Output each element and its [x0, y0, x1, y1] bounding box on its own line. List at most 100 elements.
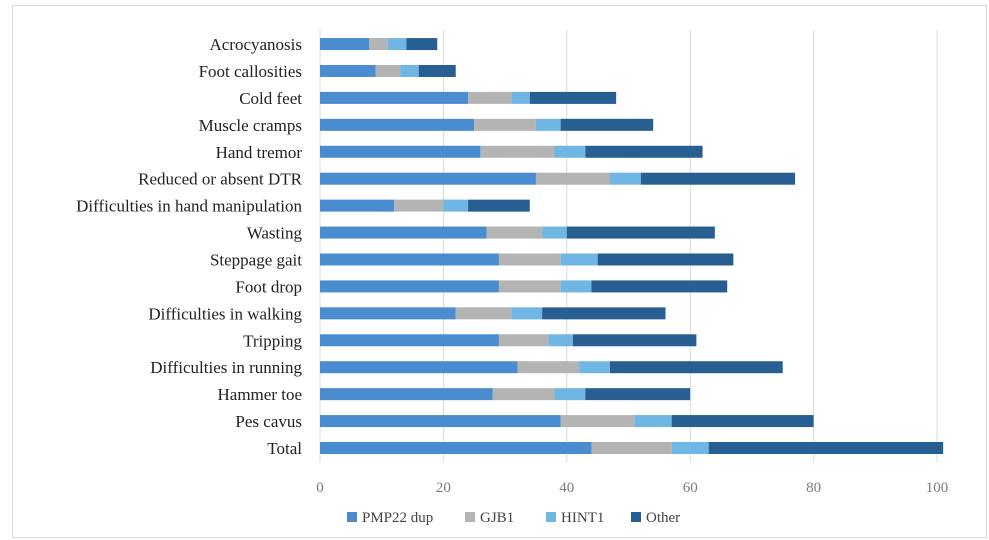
- bar-segment: [560, 280, 592, 293]
- category-label: Acrocyanosis: [209, 35, 302, 54]
- bar-segment: [498, 253, 561, 266]
- category-label: Difficulties in walking: [148, 304, 302, 323]
- x-tick-label: 80: [806, 480, 821, 496]
- bar-segment: [320, 64, 376, 77]
- bar-segment: [585, 388, 691, 401]
- bar-segment: [560, 118, 654, 131]
- bar-segment: [468, 91, 512, 104]
- x-tick-label: 40: [559, 480, 574, 496]
- category-label: Wasting: [247, 224, 303, 243]
- bar-segment: [375, 64, 401, 77]
- bar-segment: [320, 388, 493, 401]
- category-labels: Total Pes cavus Hammer toe Difficulties in …: [76, 35, 302, 458]
- category-label: Cold feet: [239, 89, 302, 108]
- bar-segment: [320, 145, 481, 158]
- bar-segment: [634, 415, 672, 428]
- legend-swatch: [546, 512, 556, 522]
- bar-segment: [320, 415, 561, 428]
- bar-segment: [468, 199, 530, 212]
- bars: [320, 38, 944, 454]
- bar-segment: [320, 307, 456, 320]
- category-label: Muscle cramps: [199, 116, 302, 135]
- bar-segment: [591, 442, 672, 454]
- bar-segment: [320, 361, 518, 374]
- category-label: Steppage gait: [210, 250, 302, 269]
- bar-segment: [369, 38, 388, 51]
- bar-segment: [542, 307, 666, 320]
- category-label: Difficulties in hand manipulation: [76, 197, 302, 216]
- bar-segment: [560, 415, 635, 428]
- bar-segment: [320, 253, 499, 266]
- bar-segment: [511, 91, 530, 104]
- bar-segment: [548, 334, 573, 347]
- bar-segment: [609, 172, 641, 185]
- bar-segment: [554, 145, 586, 158]
- category-label: Reduced or absent DTR: [138, 170, 302, 189]
- bar-segment: [455, 307, 512, 320]
- bar-segment: [418, 64, 456, 77]
- legend-swatch: [631, 512, 641, 522]
- bar-segment: [591, 280, 728, 293]
- bar-segment: [542, 226, 567, 239]
- category-label: Hand tremor: [216, 143, 303, 162]
- bar-segment: [480, 145, 555, 158]
- bar-segment: [474, 118, 536, 131]
- bar-segment: [320, 226, 487, 239]
- x-tick-label: 100: [926, 480, 949, 496]
- bar-segment: [585, 145, 703, 158]
- x-tick-label: 60: [683, 480, 698, 496]
- bar-segment: [320, 38, 370, 51]
- category-label: Foot callosities: [199, 62, 302, 81]
- bar-segment: [387, 38, 407, 51]
- bar-segment: [320, 280, 499, 293]
- x-tick-label: 0: [316, 480, 324, 496]
- category-label: Pes cavus: [235, 412, 302, 431]
- bar-segment: [554, 388, 586, 401]
- legend: PMP22 dup GJB1 HINT1 Other: [347, 510, 680, 526]
- bar-segment: [320, 118, 475, 131]
- legend-label: Other: [646, 510, 680, 526]
- bar-segment: [320, 442, 592, 454]
- x-tick-labels: 0 20 40 60 80 100: [316, 480, 948, 496]
- bar-segment: [671, 442, 709, 454]
- bar-segment: [579, 361, 610, 374]
- bar-segment: [640, 172, 796, 185]
- bar-segment: [511, 307, 543, 320]
- bar-segment: [486, 226, 543, 239]
- legend-label: PMP22 dup: [362, 510, 433, 526]
- bar-segment: [394, 199, 444, 212]
- legend-label: HINT1: [561, 510, 604, 526]
- bar-segment: [320, 199, 395, 212]
- bar-segment: [572, 334, 697, 347]
- bar-segment: [535, 118, 561, 131]
- bar-segment: [320, 172, 536, 185]
- x-tick-label: 20: [436, 480, 451, 496]
- legend-label: GJB1: [480, 510, 514, 526]
- bar-segment: [671, 415, 814, 428]
- category-label: Foot drop: [235, 277, 302, 296]
- bar-segment: [320, 334, 499, 347]
- bar-segment: [320, 91, 469, 104]
- category-label: Total: [267, 439, 302, 458]
- bar-segment: [566, 226, 715, 239]
- bar-segment: [492, 388, 555, 401]
- bar-segment: [498, 334, 549, 347]
- bar-segment: [443, 199, 469, 212]
- legend-swatch: [347, 512, 357, 522]
- bar-segment: [400, 64, 419, 77]
- category-label: Tripping: [243, 331, 302, 350]
- chart-frame: [12, 5, 987, 538]
- bar-segment: [560, 253, 598, 266]
- bar-segment: [597, 253, 734, 266]
- category-label: Difficulties in running: [150, 358, 302, 377]
- bar-segment: [517, 361, 580, 374]
- category-label: Hammer toe: [218, 385, 303, 404]
- bar-segment: [609, 361, 783, 374]
- legend-swatch: [465, 512, 475, 522]
- bar-segment: [406, 38, 438, 51]
- bar-segment: [529, 91, 617, 104]
- bar-segment: [535, 172, 610, 185]
- bar-segment: [498, 280, 561, 293]
- bar-segment: [708, 442, 944, 454]
